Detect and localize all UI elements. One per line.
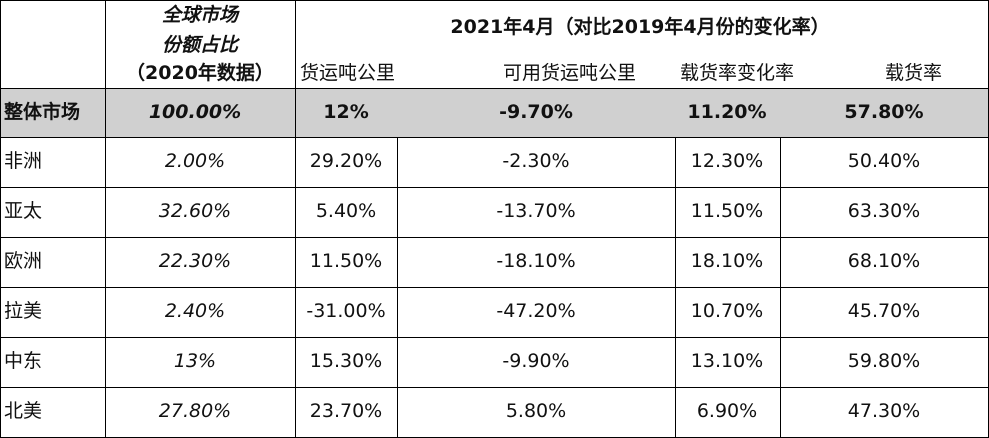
row-line [0,237,989,238]
cell: 2.40% [164,300,226,322]
cell: 15.30% [309,350,383,372]
header-title: 2021年4月（对比2019年4月份的变化率） [450,16,830,38]
cell: -9.90% [502,350,570,372]
cell: -9.70% [499,100,573,123]
row-label: 中东 [4,350,43,372]
row-line [0,137,989,138]
col-line [295,0,296,438]
header-col: 载货率变化率 [680,62,795,84]
row-line [0,337,989,338]
col-line [675,137,676,438]
cell: -18.10% [496,250,576,272]
cell: 27.80% [158,400,232,422]
row-line [0,187,989,188]
cell: 45.70% [847,300,921,322]
cell: 50.40% [847,150,921,172]
cell: 57.80% [844,100,924,123]
row-label: 非洲 [4,150,43,172]
row-line [0,287,989,288]
highlight-row [0,88,989,137]
cell: 11.50% [309,250,383,272]
cell: 23.70% [309,400,383,422]
header-col: 载货率 [885,62,943,84]
row-label: 北美 [4,400,43,422]
border [0,0,1,438]
header-col: 可用货运吨公里 [503,62,637,84]
cell: 10.70% [690,300,764,322]
cell: 13% [173,350,217,372]
cell: 22.30% [158,250,232,272]
header-share: 份额占比 [161,34,239,56]
cell: 63.30% [847,200,921,222]
col-line [397,137,398,438]
cell: 12.30% [690,150,764,172]
cell: 11.50% [690,200,764,222]
row-line [0,387,989,388]
border [0,88,989,89]
cell: 68.10% [847,250,921,272]
cell: 13.10% [690,350,764,372]
cell: -13.70% [496,200,576,222]
cell: 29.20% [309,150,383,172]
cell: 12% [323,100,369,123]
col-line [105,0,106,438]
cell: 5.80% [505,400,567,422]
cell: -31.00% [306,300,386,322]
cell: -2.30% [502,150,570,172]
header-share: （2020年数据） [126,62,274,84]
header-col: 货运吨公里 [300,62,396,84]
cell: 100.00% [148,100,242,123]
cell: 59.80% [847,350,921,372]
border [0,0,989,1]
cell: 18.10% [690,250,764,272]
row-label: 亚太 [4,200,43,222]
cell: 47.30% [847,400,921,422]
cell: 6.90% [696,400,758,422]
header-share: 全球市场 [161,4,239,26]
cell: 2.00% [164,150,226,172]
row-label: 拉美 [4,300,43,322]
cell: 5.40% [315,200,377,222]
cell: 32.60% [158,200,232,222]
cell: 11.20% [687,100,767,123]
col-line [780,137,781,438]
row-label: 欧洲 [4,250,43,272]
row-label: 整体市场 [4,100,81,123]
cell: -47.20% [496,300,576,322]
